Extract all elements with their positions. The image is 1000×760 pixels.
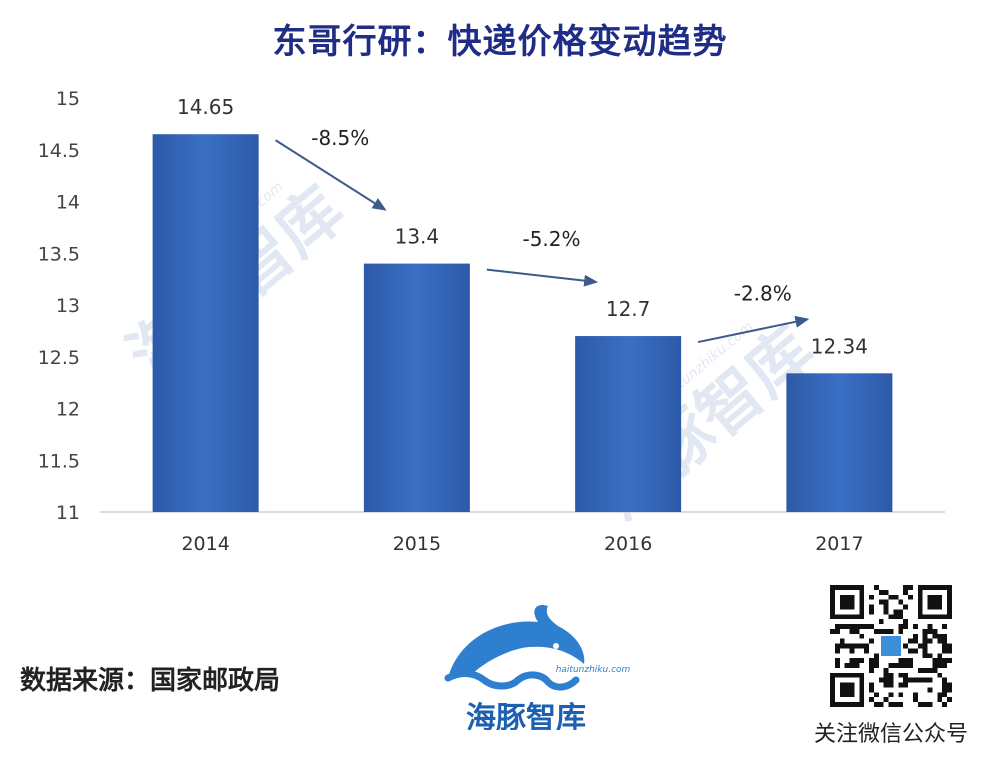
y-tick-label: 13.5 bbox=[38, 243, 80, 265]
bar-2015 bbox=[363, 263, 470, 512]
x-tick-label: 2015 bbox=[393, 533, 441, 555]
bars: 14.65 2014 13.4 2015 12.7 2016 12.34 2017 bbox=[152, 95, 893, 555]
chart-title: 东哥行研：快递价格变动趋势 bbox=[272, 22, 728, 62]
qr-code bbox=[830, 585, 952, 707]
data-label-2016: 12.7 bbox=[606, 297, 651, 321]
source-note: 数据来源：国家邮政局 bbox=[20, 666, 281, 696]
qr-caption: 关注微信公众号 bbox=[813, 722, 968, 747]
bar-2016 bbox=[575, 336, 682, 512]
bar-2014 bbox=[152, 134, 259, 512]
x-tick-label: 2016 bbox=[604, 533, 652, 555]
x-tick-label: 2017 bbox=[815, 533, 863, 555]
change-label-3: -2.8% bbox=[734, 282, 792, 306]
y-tick-label: 13 bbox=[56, 295, 80, 317]
y-tick-label: 12.5 bbox=[38, 347, 80, 369]
y-tick-label: 11.5 bbox=[38, 450, 80, 472]
y-tick-label: 11 bbox=[56, 502, 80, 524]
y-tick-label: 12 bbox=[56, 399, 80, 421]
change-arrow-3 bbox=[697, 315, 810, 344]
qr-center-logo bbox=[881, 636, 901, 656]
change-label-2: -5.2% bbox=[522, 227, 580, 251]
data-label-2015: 13.4 bbox=[395, 225, 440, 249]
change-label-1: -8.5% bbox=[311, 126, 369, 150]
data-label-2014: 14.65 bbox=[177, 95, 234, 119]
y-axis: 11 11.5 12 12.5 13 13.5 14 14.5 15 bbox=[38, 88, 80, 524]
x-tick-label: 2014 bbox=[181, 533, 229, 555]
logo-url-text: haitunzhiku.com bbox=[556, 665, 631, 675]
change-arrow-2 bbox=[486, 268, 599, 287]
bar-2017 bbox=[786, 373, 893, 512]
y-tick-label: 14.5 bbox=[38, 140, 80, 162]
change-arrows: -8.5% -5.2% -2.8% bbox=[275, 126, 810, 344]
change-arrow-1 bbox=[275, 139, 387, 211]
y-tick-label: 15 bbox=[56, 88, 80, 110]
data-label-2017: 12.34 bbox=[811, 334, 868, 358]
dolphin-logo: 海豚智库 haitunzhiku.com bbox=[444, 604, 631, 730]
y-tick-label: 14 bbox=[56, 192, 80, 214]
logo-brand-text: 海豚智库 bbox=[466, 701, 586, 730]
